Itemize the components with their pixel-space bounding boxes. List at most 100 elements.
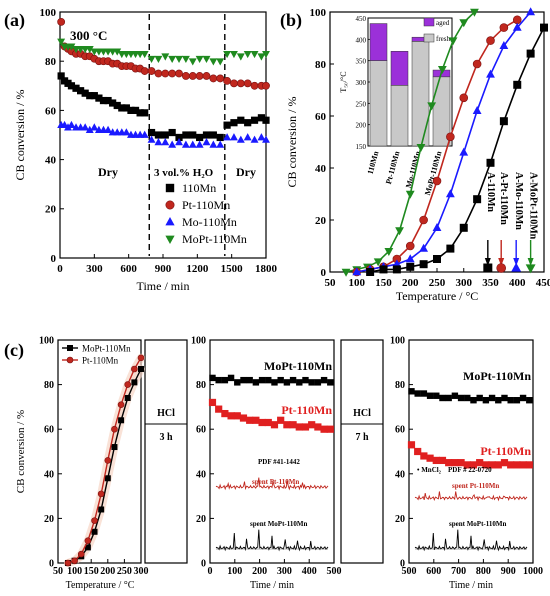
data-point-c2 [270, 421, 279, 429]
data-point-c3 [439, 394, 446, 402]
data-point-a [161, 69, 170, 78]
data-point-c3 [408, 388, 415, 395]
data-point-a [243, 79, 252, 88]
xrd-label: spent MoPt-110Mn [250, 520, 307, 528]
series-label-c3: MoPt-110Mn [463, 369, 531, 383]
data-point-a [209, 74, 218, 83]
data-point-a [104, 96, 112, 105]
data-point-c3 [507, 461, 515, 469]
data-point-b [499, 117, 508, 126]
data-point-c2 [283, 421, 291, 429]
x-tick-label: 500 [402, 566, 417, 577]
data-point-c2 [271, 379, 278, 386]
plot-frame-c2 [209, 339, 335, 564]
data-point-c1 [77, 550, 85, 558]
x-tick-label: 250 [429, 277, 446, 289]
data-point-a [209, 58, 218, 66]
data-point-b [512, 15, 522, 25]
phase-label-water: 3 vol.% H₂O [154, 167, 214, 179]
xrd-pattern-spent-pt [215, 477, 329, 491]
data-point-a [154, 55, 163, 64]
x-tick-label: 100 [349, 277, 366, 289]
x-axis-label-c2: Time / min [250, 580, 294, 591]
data-point-c1 [84, 537, 92, 545]
x-tick-label: 0 [57, 263, 63, 275]
data-point-a [99, 96, 108, 105]
x-tick-label: 900 [501, 566, 516, 577]
data-point-a [67, 82, 76, 90]
data-point-c3 [414, 390, 421, 397]
data-point-c1 [71, 557, 78, 565]
data-point-c3 [445, 394, 452, 402]
data-point-c3 [470, 397, 477, 404]
data-point-c3 [519, 394, 527, 402]
data-point-b [499, 23, 509, 32]
data-point-c3 [482, 397, 490, 404]
data-point-a [230, 119, 238, 127]
x-tick-label: 0 [208, 566, 213, 577]
arrow-marker [496, 263, 507, 273]
data-point-c3 [407, 441, 416, 449]
x-tick-label: 600 [120, 263, 137, 275]
data-point-a [113, 48, 122, 56]
data-point-a [202, 138, 211, 146]
data-point-a [175, 133, 183, 142]
data-point-a [229, 133, 238, 141]
data-point-b [437, 66, 447, 74]
data-point-a [257, 53, 266, 61]
legend-marker [165, 235, 175, 245]
data-point-c3 [432, 456, 440, 465]
data-point-a [85, 46, 94, 54]
data-point-a [195, 55, 204, 64]
arrow-head [513, 258, 520, 266]
data-point-c3 [476, 394, 483, 402]
data-point-c3 [525, 461, 533, 469]
data-point-a [122, 104, 130, 112]
xrd-pattern-spent-pt-7h [414, 491, 528, 502]
data-point-a [147, 128, 156, 137]
data-point-c2 [233, 412, 241, 420]
data-point-a [262, 50, 270, 59]
arrow-marker [483, 263, 493, 273]
x-tick-label: 100 [67, 566, 82, 577]
y-tick-label: 100 [390, 336, 405, 347]
y-tick-label: 0 [51, 253, 57, 265]
panel-label-a: (a) [4, 10, 25, 31]
data-point-a [188, 140, 197, 148]
data-point-c2 [320, 376, 328, 384]
xrd-label: spent Pt-110Mn [252, 478, 299, 486]
data-point-c1 [104, 475, 111, 482]
data-point-a [154, 131, 163, 139]
data-point-a [168, 69, 177, 78]
x-tick-label: 200 [100, 566, 115, 577]
data-point-a [131, 106, 140, 114]
inset-legend-swatch [423, 33, 435, 43]
data-point-a [223, 133, 232, 141]
data-point-c3 [501, 394, 508, 402]
x-tick-label: 400 [509, 277, 526, 289]
data-point-c3 [507, 397, 514, 404]
data-point-c2 [234, 379, 241, 386]
x-tick-label: 300 [277, 566, 292, 577]
data-point-a [237, 116, 245, 124]
arrow-label: A-Pt-110Mn [498, 172, 509, 225]
x-tick-label: 300 [456, 277, 473, 289]
hcl-label-2: HCl [353, 408, 371, 419]
data-point-b [405, 190, 415, 199]
data-point-c2 [314, 379, 322, 386]
legend-label-c1: MoPt-110Mn [82, 344, 131, 354]
data-point-c2 [302, 376, 309, 384]
data-point-c2 [240, 376, 247, 384]
data-point-c2 [221, 376, 229, 384]
arrow-marker [525, 264, 536, 274]
x-tick-label: 50 [325, 277, 337, 289]
x-tick-label: 900 [155, 263, 172, 275]
data-point-a [175, 138, 183, 146]
data-point-c1 [111, 444, 118, 451]
data-point-c2 [258, 418, 266, 427]
data-point-c2 [320, 425, 328, 433]
x-tick-label: 300 [86, 263, 103, 275]
y-tick-label: 20 [315, 215, 327, 227]
arrow-head [484, 258, 491, 266]
